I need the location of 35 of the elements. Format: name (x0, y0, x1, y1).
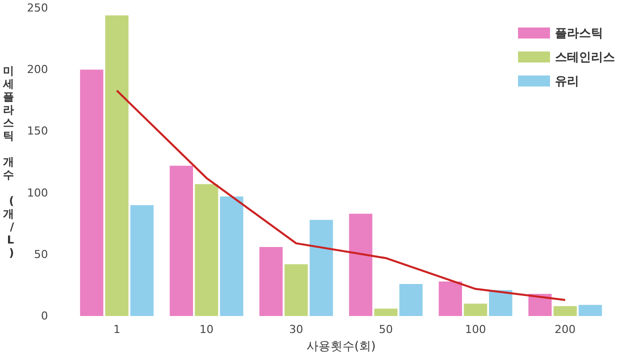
bar (464, 304, 488, 316)
bar (399, 284, 423, 316)
bar (284, 264, 308, 316)
y-tick-label: 100 (27, 186, 48, 200)
x-tick-label: 50 (378, 323, 393, 336)
legend-label: 유리 (555, 74, 579, 88)
text: 미세플라스틱 개수 (개/L) (3, 64, 14, 260)
x-tick-label: 100 (465, 323, 486, 336)
bar (374, 308, 398, 316)
y-tick-label: 250 (27, 2, 48, 14)
legend-label: 플라스틱 (555, 26, 603, 40)
bar (259, 247, 283, 316)
x-tick-label: 10 (200, 323, 214, 336)
bar (130, 205, 154, 316)
bar (310, 220, 333, 316)
bar (578, 304, 602, 316)
bar (554, 306, 577, 316)
bar (105, 15, 128, 316)
bar (170, 166, 194, 316)
legend-label: 스테인리스 (555, 50, 615, 64)
y-tick-label: 0 (41, 310, 48, 322)
x-tick-label: 30 (289, 323, 304, 336)
bar (349, 214, 372, 316)
x-tick-label: 200 (554, 323, 576, 336)
bar (80, 70, 104, 316)
line-series (116, 90, 566, 301)
bar (488, 290, 512, 316)
x-axis-title: 사용횟수(회) (306, 338, 376, 353)
y-tick-label: 200 (27, 63, 48, 76)
bar (194, 184, 218, 316)
bar (438, 282, 462, 316)
bar (220, 196, 244, 316)
y-tick-label: 150 (27, 124, 48, 138)
x-tick-label: 1 (113, 323, 120, 336)
y-tick-label: 50 (34, 248, 48, 261)
